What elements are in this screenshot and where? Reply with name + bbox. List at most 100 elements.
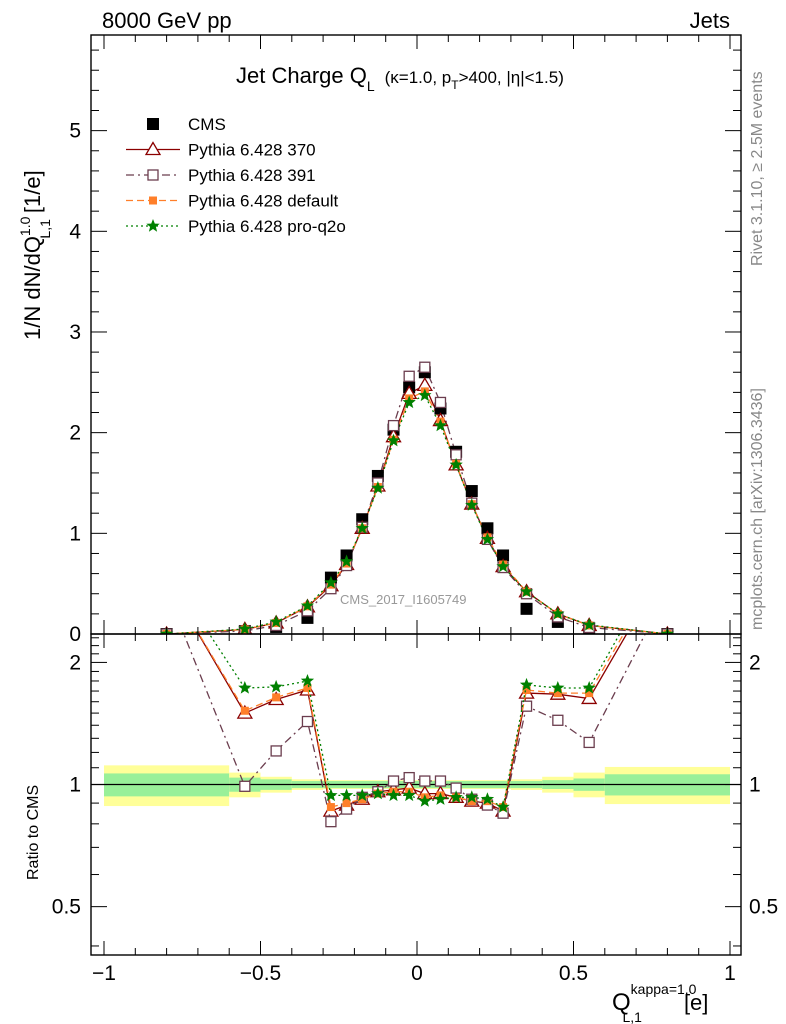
- ratio-y-tick-label-right: 0.5: [749, 896, 778, 919]
- legend-marker: [149, 196, 157, 205]
- header-left-label: 8000 GeV pp: [102, 8, 232, 33]
- ratio-line-series-1: [183, 634, 646, 823]
- main-point-series-2: [387, 419, 400, 432]
- main-point-series-4: [582, 617, 596, 631]
- ratio-frame: [90, 633, 742, 956]
- main-point-series-4: [324, 575, 338, 589]
- ratio-point-series-3: [480, 792, 495, 805]
- legend-label: Pythia 6.428 370: [188, 141, 316, 160]
- ratio-y-axis-title: Ratio to CMS: [25, 785, 42, 880]
- main-y-tick-label: 5: [69, 120, 81, 143]
- main-point-series-0: [465, 485, 478, 498]
- ratio-point-series-0: [581, 690, 598, 705]
- legend-label: Pythia 6.428 pro-q2o: [188, 217, 346, 236]
- legend-label: CMS: [188, 115, 226, 134]
- ratio-point-series-3: [269, 679, 283, 693]
- main-point-series-4: [339, 554, 354, 568]
- ratio-point-series-3: [402, 788, 416, 802]
- x-tick-label: 1: [724, 962, 736, 985]
- ratio-point-series-3: [339, 788, 354, 802]
- main-point-series-0: [497, 549, 510, 562]
- ratio-point-series-3: [238, 681, 252, 694]
- ratio-point-series-3: [449, 790, 463, 803]
- main-point-series-0: [520, 602, 533, 615]
- main-point-series-4: [386, 433, 401, 447]
- legend-entry: Pythia 6.428 370: [126, 141, 316, 160]
- ratio-point-series-3: [371, 786, 385, 800]
- ratio-point-series-1: [419, 775, 431, 787]
- plot-title: Jet Charge QL (κ=1.0, pT>400, |η|<1.5): [236, 63, 564, 94]
- main-point-series-2: [419, 361, 431, 373]
- ratio-point-series-3: [355, 788, 369, 802]
- x-tick-label: −1: [92, 962, 116, 985]
- ratio-line-series-2: [198, 634, 625, 808]
- main-point-series-4: [519, 584, 534, 598]
- main-point-series-4: [238, 622, 252, 634]
- ratio-point-series-2: [585, 689, 594, 698]
- ratio-point-series-1: [301, 715, 314, 728]
- ratio-point-series-2: [358, 795, 367, 804]
- rivet-label: Rivet 3.1.10, ≥ 2.5M events: [749, 71, 766, 266]
- main-panel: 0 1 2 3 4 5: [69, 34, 742, 646]
- legend-marker: [146, 219, 160, 232]
- ratio-point-series-2: [342, 799, 351, 808]
- ratio-point-series-1: [387, 775, 400, 787]
- ratio-point-series-2: [272, 693, 281, 702]
- ratio-point-series-2: [326, 803, 335, 812]
- main-point-series-4: [371, 481, 385, 494]
- ratio-line-series-3: [208, 634, 621, 809]
- ratio-point-series-1: [520, 700, 533, 712]
- main-point-series-4: [269, 614, 283, 628]
- legend-entry: Pythia 6.428 391: [126, 166, 316, 185]
- ratio-point-series-3: [433, 792, 448, 805]
- ratio-point-series-1: [583, 736, 595, 749]
- ratio-point-series-2: [553, 689, 562, 698]
- main-y-tick-label: 2: [69, 422, 81, 445]
- x-tick-label: −0.5: [240, 962, 281, 985]
- main-point-series-4: [433, 418, 448, 432]
- ratio-panel: −1 −0.5 0 0.5 1 0.5 0.5 1 1 2 2: [52, 633, 778, 985]
- ratio-point-series-1: [270, 745, 282, 757]
- ratio-point-series-1: [239, 780, 251, 792]
- ratio-point-series-3: [386, 788, 401, 802]
- legend-entry: Pythia 6.428 pro-q2o: [126, 217, 346, 236]
- main-point-series-4: [480, 532, 495, 545]
- main-point-series-4: [551, 606, 565, 620]
- ratio-point-series-3: [300, 674, 315, 687]
- ratio-point-series-1: [434, 775, 447, 787]
- analysis-watermark: CMS_2017_I1605749: [340, 592, 467, 607]
- legend-entry: Pythia 6.428 default: [126, 192, 339, 211]
- x-tick-label: 0.5: [559, 962, 588, 985]
- ratio-point-series-3: [496, 800, 510, 813]
- ratio-point-series-3: [324, 788, 338, 802]
- x-tick-label: 0: [411, 962, 423, 985]
- ratio-point-series-2: [303, 683, 312, 692]
- main-y-axis-title: 1/N dN/dQ1.0 L,1[1/e]: [17, 170, 53, 340]
- legend-label: Pythia 6.428 default: [188, 192, 339, 211]
- ratio-point-series-3: [465, 790, 479, 803]
- main-y-tick-label: 3: [69, 321, 81, 344]
- ratio-point-series-3: [519, 677, 534, 691]
- header-right-label: Jets: [690, 8, 730, 33]
- legend-marker: [147, 169, 159, 181]
- ratio-point-series-1: [552, 714, 564, 726]
- main-point-series-2: [434, 396, 447, 409]
- main-point-series-2: [403, 370, 415, 382]
- ratio-point-series-2: [467, 797, 476, 806]
- ratio-point-series-3: [418, 794, 432, 807]
- ratio-point-series-2: [522, 686, 531, 695]
- ratio-point-series-3: [551, 681, 565, 694]
- ratio-y-tick-label-left: 2: [69, 651, 81, 674]
- ratio-y-tick-label-right: 1: [749, 774, 761, 797]
- ratio-y-tick-label-right: 2: [749, 651, 761, 674]
- mcplots-label: mcplots.cern.ch [arXiv:1306.3436]: [749, 388, 766, 630]
- x-axis-title: Qkappa=1.0 L,1[e]: [612, 981, 708, 1024]
- ratio-y-tick-label-left: 0.5: [52, 896, 81, 919]
- ratio-point-series-3: [582, 681, 596, 694]
- legend-entry: CMS: [147, 115, 226, 134]
- main-point-series-4: [418, 388, 432, 402]
- ratio-point-series-1: [403, 771, 415, 784]
- ratio-y-tick-label-left: 1: [69, 774, 81, 797]
- ratio-point-series-2: [240, 706, 249, 715]
- legend-label: Pythia 6.428 391: [188, 166, 316, 185]
